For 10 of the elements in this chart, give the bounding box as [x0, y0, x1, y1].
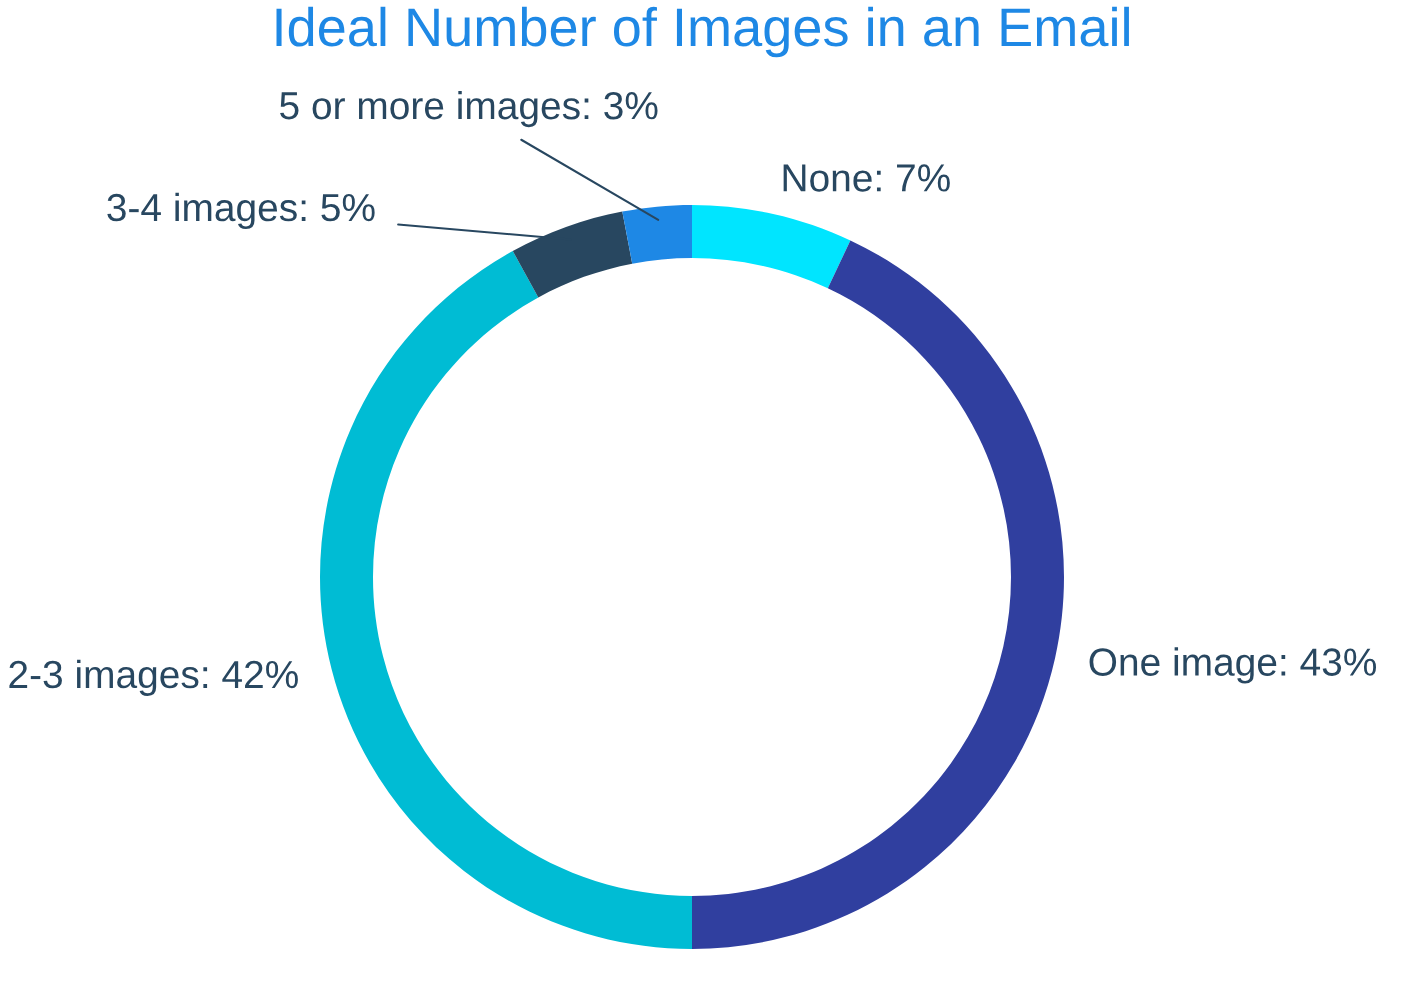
- donut-slice: [320, 251, 692, 949]
- slice-label: None: 7%: [783, 164, 950, 192]
- donut-slice: [692, 240, 1064, 949]
- donut-slice: [692, 205, 851, 289]
- slice-label: One image: 43%: [1089, 647, 1376, 684]
- slice-label: 5 or more images: 3%: [280, 90, 658, 128]
- slice-label: 2-3 images: 42%: [9, 659, 298, 696]
- chart-title: Ideal Number of Images in an Email: [276, 6, 1129, 58]
- slice-label: 3-4 images: 5%: [107, 192, 375, 230]
- donut-slice: [622, 205, 692, 264]
